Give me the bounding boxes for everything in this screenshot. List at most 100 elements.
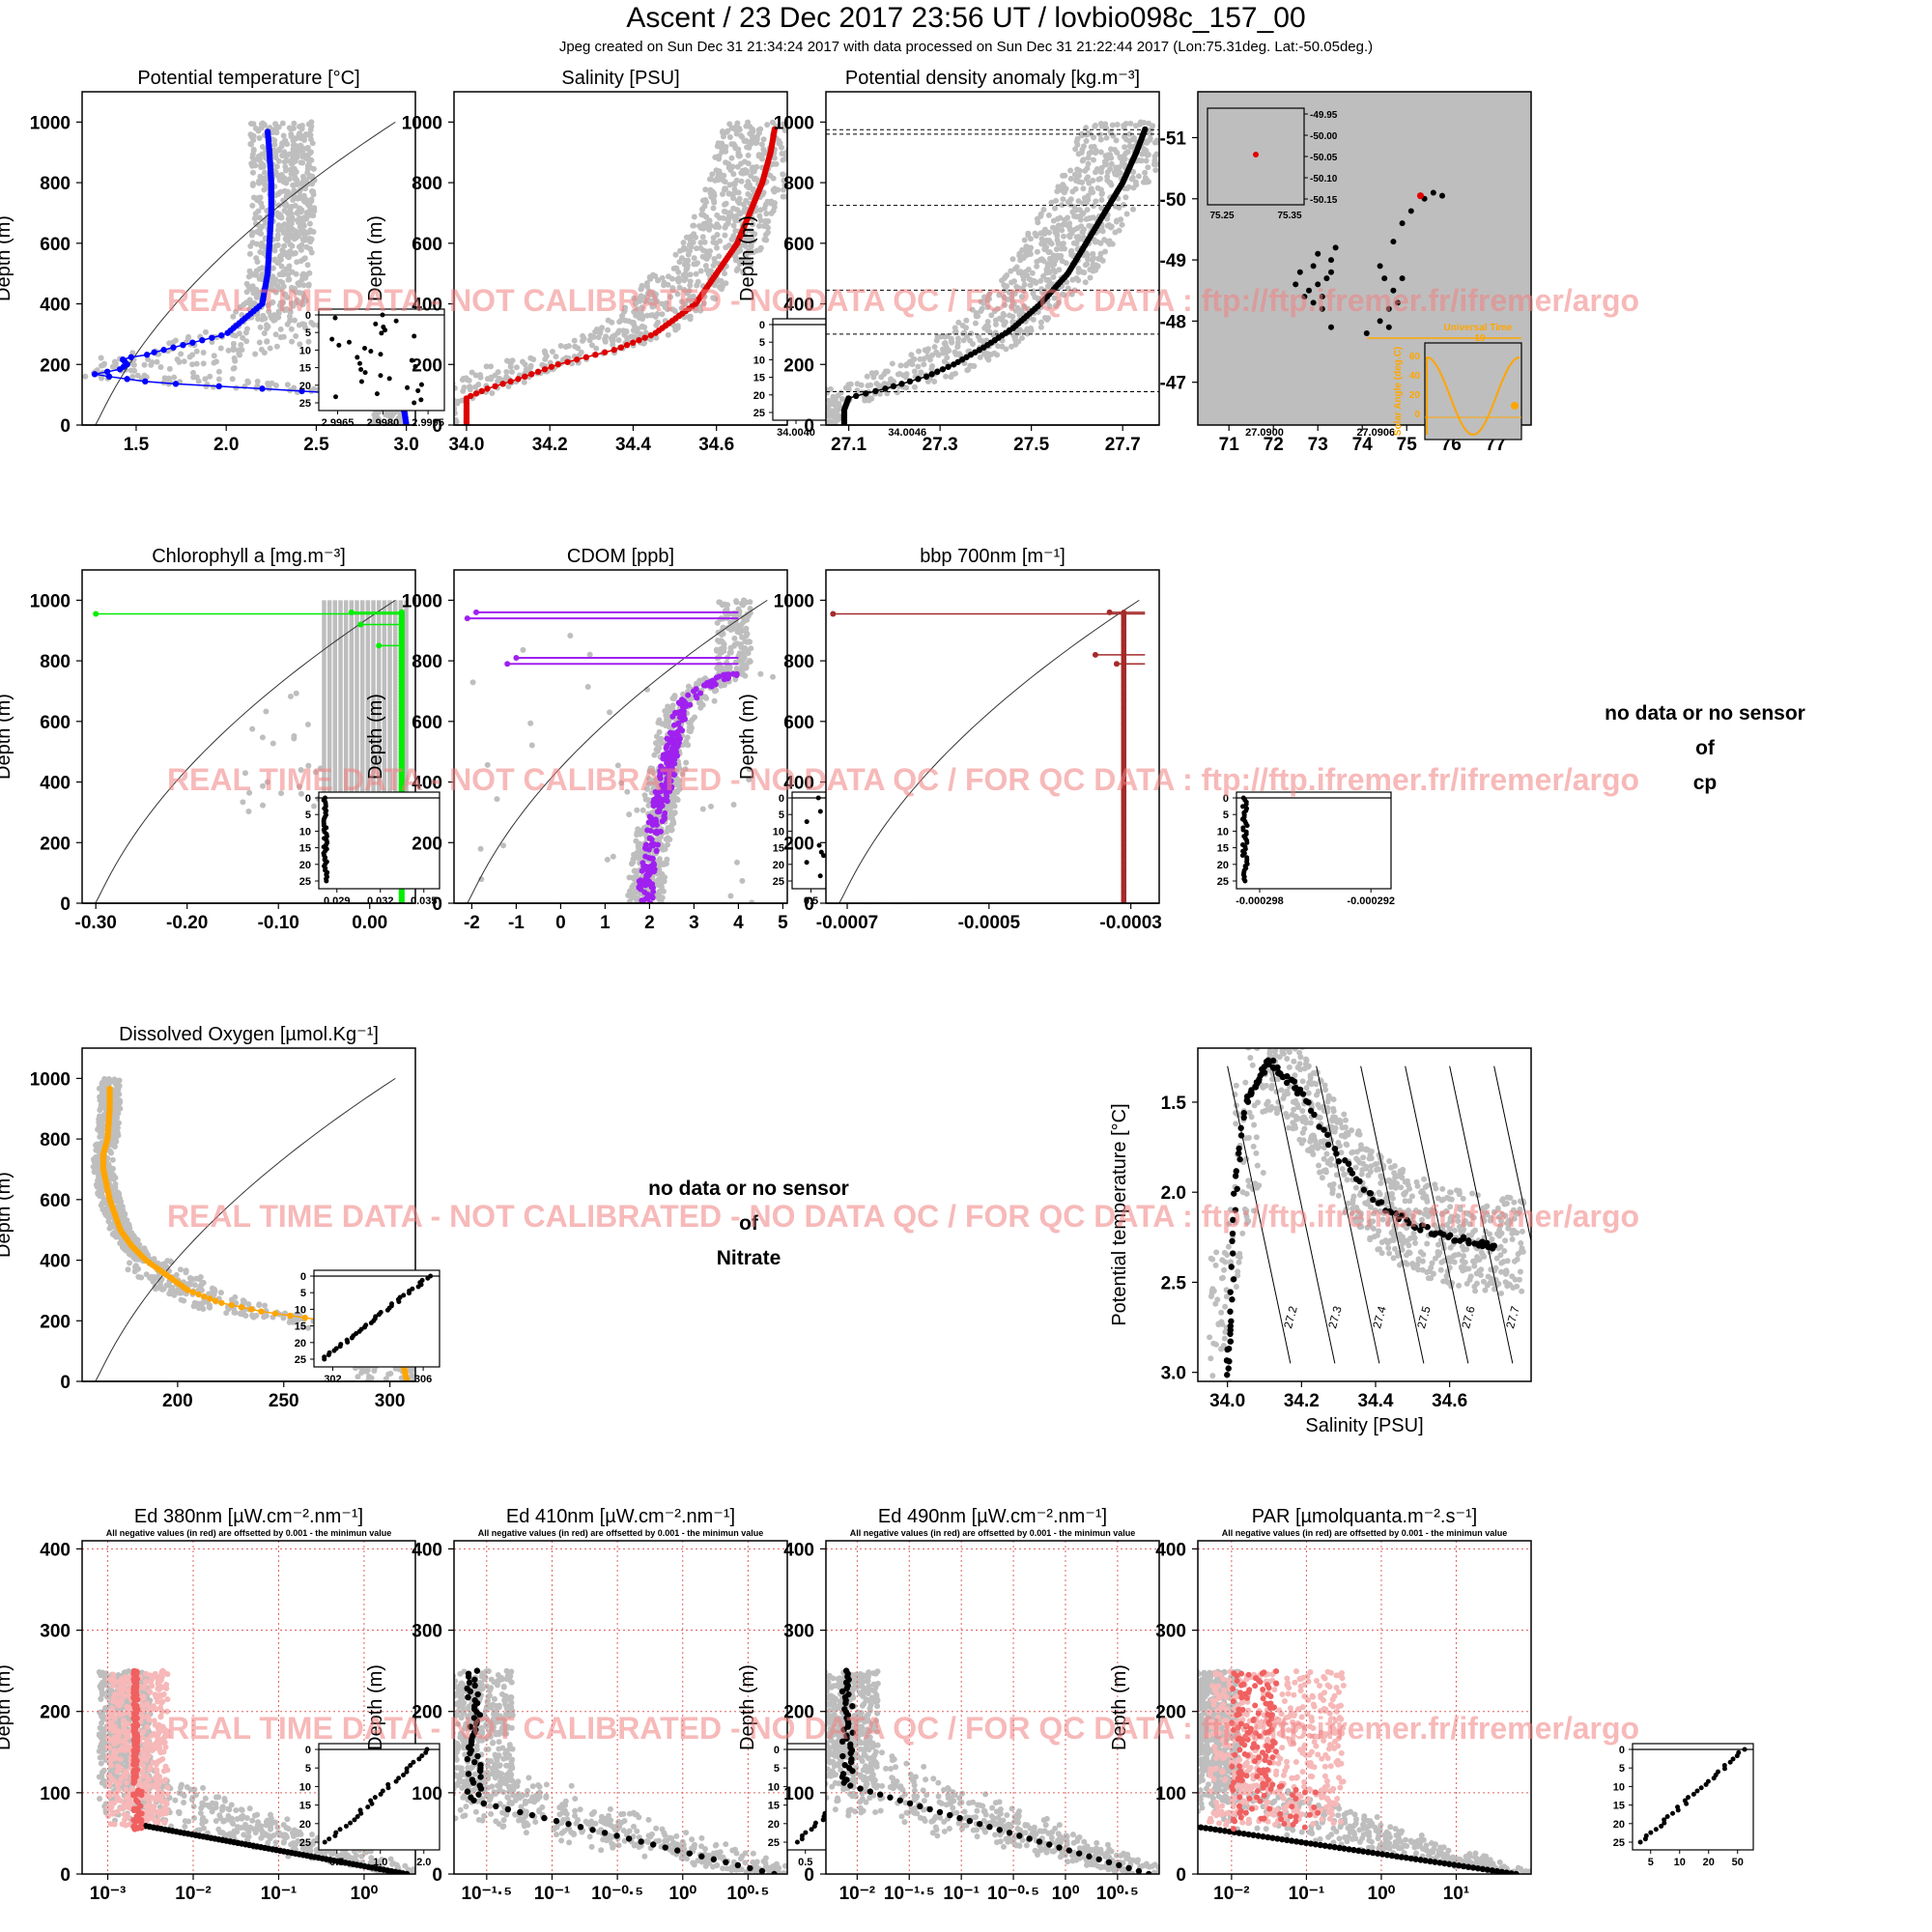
temp-background-point xyxy=(286,307,293,314)
sal-background-point xyxy=(610,333,616,340)
cdom-background-point xyxy=(671,694,678,700)
dens-background-point xyxy=(1052,205,1059,212)
dens-background-point xyxy=(1093,198,1099,205)
sal-xtick-label: 34.0 xyxy=(448,435,484,455)
temp-inset-point xyxy=(355,355,360,360)
sal-background-point xyxy=(670,266,677,272)
temp-background-point xyxy=(261,350,268,356)
sal-background-point xyxy=(653,334,660,341)
sal-background-point xyxy=(723,143,729,150)
temp-background-point xyxy=(270,273,276,280)
sal-background-point xyxy=(770,186,777,193)
temp-inset-xtick-label: 2.9980 xyxy=(366,417,399,429)
dens-background-point xyxy=(1030,290,1037,297)
cdom-background-point xyxy=(469,679,476,686)
sal-background-point xyxy=(446,394,452,400)
sal-background-point xyxy=(663,299,669,306)
sal-background-point xyxy=(710,239,717,245)
cdom-background-point xyxy=(713,687,720,694)
dens-background-point xyxy=(1123,211,1130,217)
sal-background-point xyxy=(665,331,671,338)
temp-inset-ytick-label: 25 xyxy=(299,398,311,410)
dens-background-point xyxy=(1025,267,1032,273)
sal-background-point xyxy=(665,281,671,288)
sal-background-point xyxy=(477,372,484,379)
sal-background-point xyxy=(592,328,599,335)
cdom-background-point xyxy=(606,709,612,716)
temp-background-point xyxy=(181,358,187,365)
sal-background-point xyxy=(781,182,787,188)
sal-background-point xyxy=(521,379,527,385)
sal-ytick-label: 200 xyxy=(412,355,442,376)
cdom-background-point xyxy=(717,599,724,606)
temp-background-point xyxy=(275,309,282,316)
cdom-background-point xyxy=(478,876,485,883)
dens-background-point xyxy=(918,369,924,376)
dens-background-point xyxy=(1121,202,1127,209)
dens-background-point xyxy=(1113,137,1120,144)
sal-background-point xyxy=(789,136,795,142)
temp-background-point xyxy=(189,361,196,368)
dens-background-point xyxy=(1086,180,1093,186)
cdom-background-point xyxy=(746,639,753,645)
cdom-profile-point xyxy=(639,867,645,874)
temp-background-point xyxy=(286,276,293,283)
sal-background-point xyxy=(701,224,708,231)
sal-background-point xyxy=(709,171,716,178)
sal-background-point xyxy=(734,120,741,127)
sal-background-point xyxy=(653,322,660,328)
temp-background-point xyxy=(307,136,314,143)
temp-inset-ytick-label: 5 xyxy=(305,327,311,339)
dens-background-point xyxy=(931,378,938,384)
temp-background-point xyxy=(291,136,298,143)
dens-background-point xyxy=(1001,294,1008,300)
sal-background-point xyxy=(635,326,641,332)
map-inset-position xyxy=(1253,152,1259,157)
temp-ytick-label: 1000 xyxy=(30,113,71,133)
map-solar-ytick-label: 40 xyxy=(1409,371,1421,382)
dens-background-point xyxy=(1095,176,1102,183)
temp-xtick-label: 3.0 xyxy=(393,435,418,455)
temp-inset-point xyxy=(358,366,364,372)
dens-background-point xyxy=(921,361,927,368)
sal-background-point xyxy=(718,144,724,151)
temp-background-point xyxy=(256,135,263,142)
dens-background-point xyxy=(952,351,959,357)
temp-background-point xyxy=(287,231,294,238)
sal-background-point xyxy=(753,136,760,143)
cdom-background-point xyxy=(685,742,692,749)
temp-background-point xyxy=(258,164,265,171)
cdom-background-point xyxy=(660,860,667,867)
sal-ytick-label: 1000 xyxy=(402,113,442,133)
sal-background-point xyxy=(782,156,787,162)
dens-background-point xyxy=(1043,267,1050,273)
temp-title: Potential temperature [°C] xyxy=(137,68,359,89)
sal-background-point xyxy=(781,178,787,185)
dens-background-point xyxy=(1114,217,1121,224)
temp-background-point xyxy=(252,287,259,294)
dens-background-point xyxy=(1122,194,1129,201)
temp-background-point xyxy=(296,124,302,130)
sal-background-point xyxy=(678,298,685,305)
map-inset-ytick-label: -50.10 xyxy=(1310,174,1338,185)
temp-background-point xyxy=(304,262,311,269)
dens-background-point xyxy=(969,341,976,348)
temp-background-point xyxy=(247,242,254,249)
sal-background-point xyxy=(720,178,726,185)
map-track-point xyxy=(1381,275,1388,282)
temp-inset-point xyxy=(356,360,362,366)
map-track-point xyxy=(1306,287,1312,294)
map-track-point xyxy=(1328,257,1334,264)
cdom-background-point xyxy=(721,682,727,689)
cdom-background-point xyxy=(699,701,706,708)
sal-background-point xyxy=(723,185,729,192)
cdom-background-point xyxy=(484,761,491,768)
dens-background-point xyxy=(1037,213,1044,219)
temp-inset-xtick-label: 2.9995 xyxy=(412,417,444,429)
dens-background-point xyxy=(1053,197,1060,204)
sal-inset-ytick-label: 25 xyxy=(753,408,765,419)
cdom-background-point xyxy=(727,893,734,899)
sal-background-point xyxy=(503,373,510,380)
dens-background-point xyxy=(1087,274,1094,281)
